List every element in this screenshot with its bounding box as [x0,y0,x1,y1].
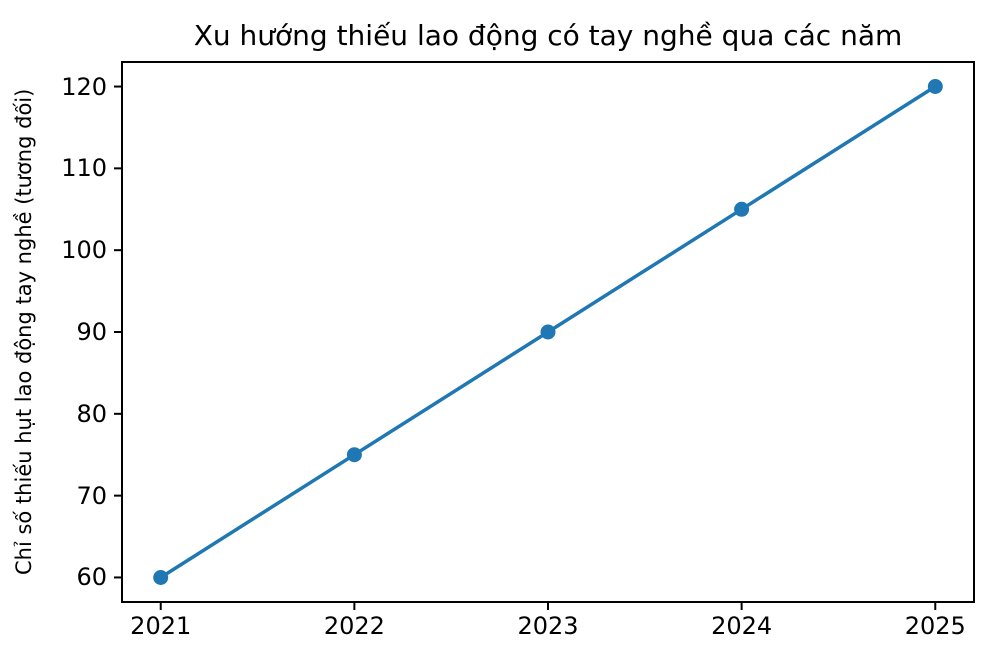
y-tick-label: 90 [76,318,107,346]
y-tick-label: 100 [61,236,107,265]
data-point-marker [734,201,750,217]
x-tick-label: 2021 [130,612,192,640]
data-point-marker [153,570,169,585]
x-tick-label: 2023 [517,612,579,640]
y-tick-label: 110 [61,154,107,183]
chart-title: Xu hướng thiếu lao động có tay nghề qua … [193,19,903,52]
data-point-marker [346,447,362,463]
y-tick-label: 60 [76,563,107,592]
y-tick-label: 80 [76,399,107,428]
x-tick-label: 2022 [323,612,385,640]
y-tick-label: 120 [61,72,107,101]
y-tick-label: 70 [76,481,107,510]
data-point-marker [540,324,556,340]
x-tick-label: 2025 [904,612,966,640]
data-point-marker [927,79,943,94]
x-tick-label: 2024 [711,612,773,640]
